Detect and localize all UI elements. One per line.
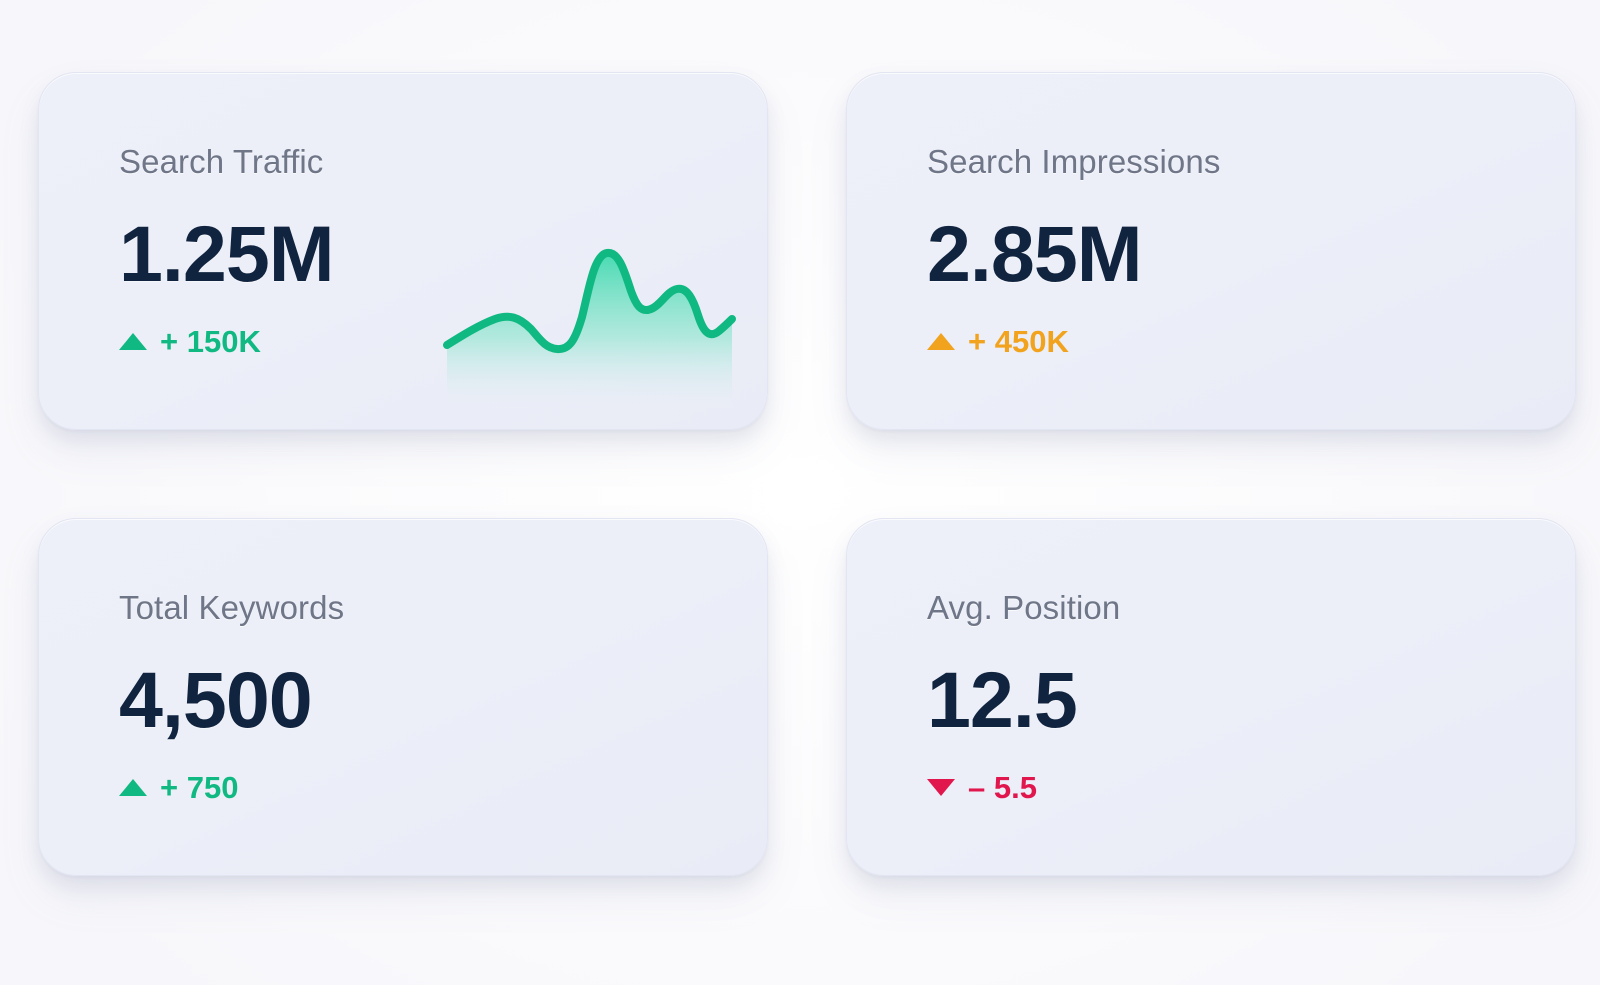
kpi-card-grid: Search Traffic 1.25M + 150K [38,72,1596,876]
delta-indicator: – 5.5 [927,772,1575,803]
triangle-up-icon [927,332,955,350]
triangle-up-icon [119,778,147,796]
card-value: 4,500 [119,655,313,745]
kpi-card-total-keywords[interactable]: Total Keywords 4,500 + 750 [38,518,768,876]
delta-label: + 750 [160,769,239,805]
card-value: 2.85M [927,209,1143,299]
card-content: Search Traffic 1.25M + 150K [119,73,767,429]
kpi-card-search-impressions[interactable]: Search Impressions 2.85M + 450K [846,72,1576,430]
delta-label: + 150K [160,323,261,359]
kpi-card-search-traffic[interactable]: Search Traffic 1.25M + 150K [38,72,768,430]
card-title: Search Impressions [927,143,1221,181]
card-value: 12.5 [927,655,1078,745]
card-content: Total Keywords 4,500 + 750 [119,519,767,875]
card-value: 1.25M [119,209,335,299]
delta-label: – 5.5 [968,769,1037,805]
delta-indicator: + 150K [119,326,767,357]
card-content: Search Impressions 2.85M + 450K [927,73,1575,429]
delta-indicator: + 750 [119,772,767,803]
kpi-card-avg-position[interactable]: Avg. Position 12.5 – 5.5 [846,518,1576,876]
card-title: Avg. Position [927,589,1121,627]
card-title: Total Keywords [119,589,345,627]
delta-label: + 450K [968,323,1069,359]
card-title: Search Traffic [119,143,324,181]
triangle-up-icon [119,332,147,350]
delta-indicator: + 450K [927,326,1575,357]
card-content: Avg. Position 12.5 – 5.5 [927,519,1575,875]
triangle-down-icon [927,778,955,796]
